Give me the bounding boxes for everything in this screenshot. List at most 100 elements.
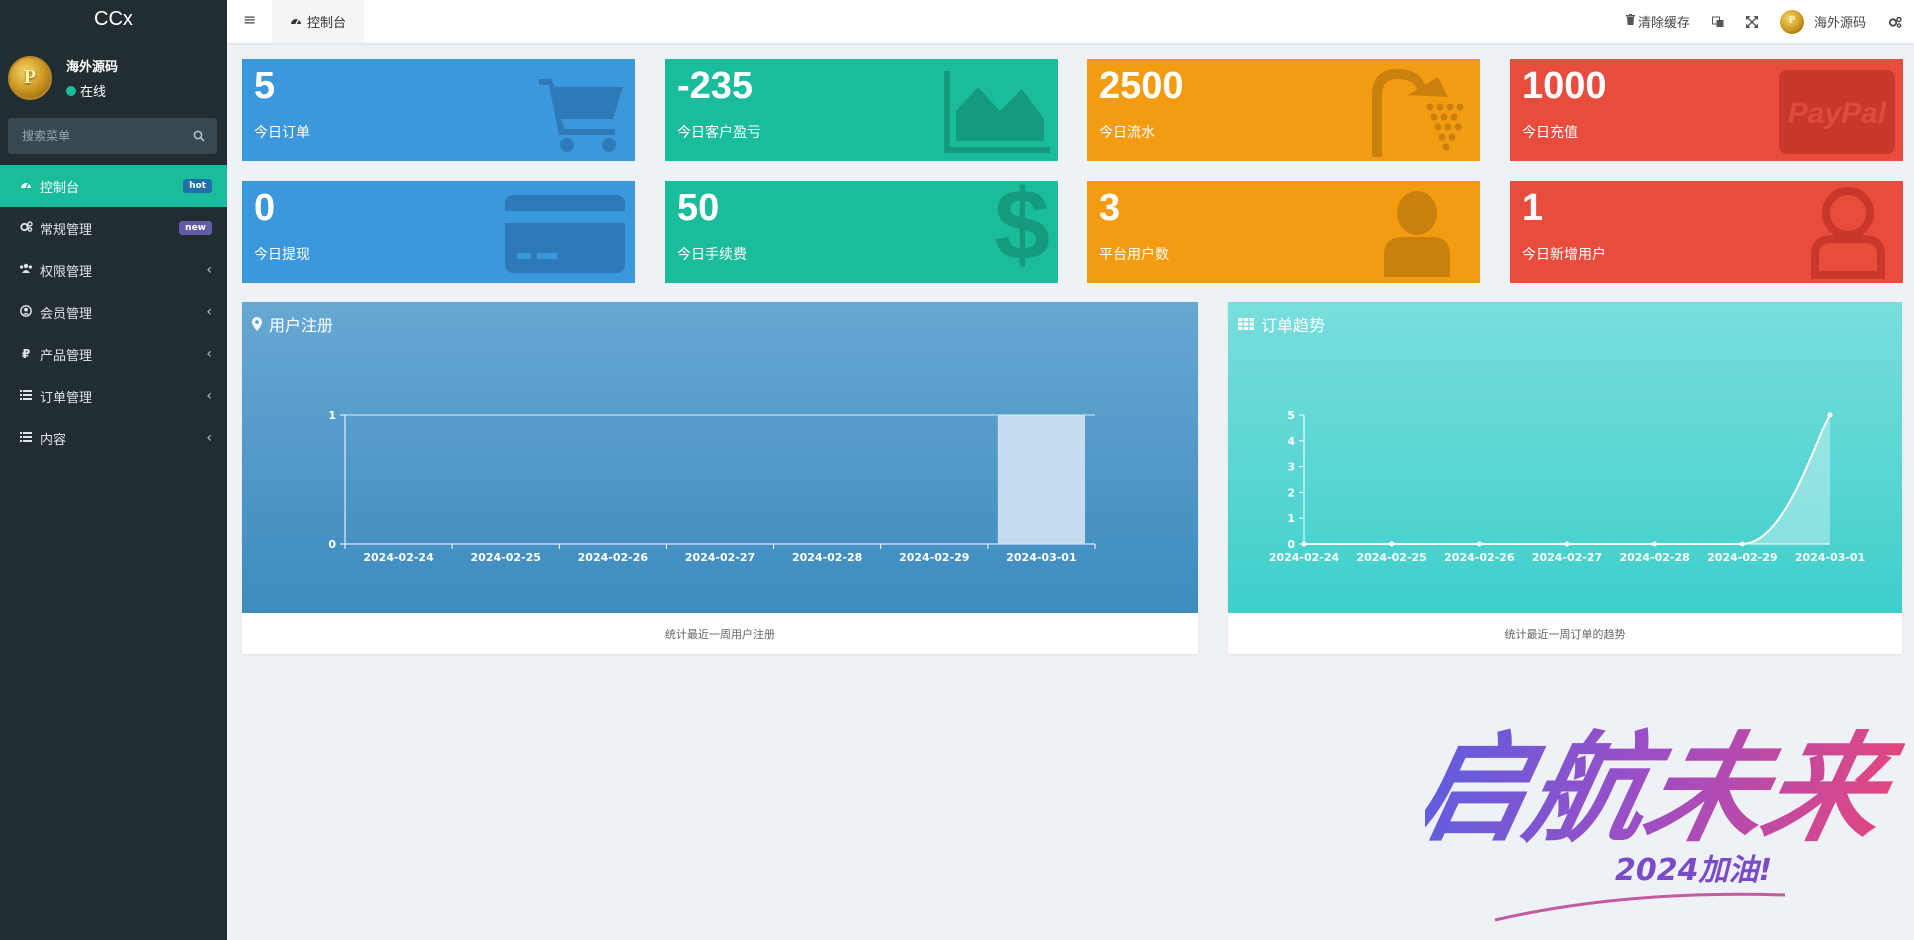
fullscreen-icon <box>1745 15 1758 28</box>
shopping-cart-icon <box>539 79 623 152</box>
x-tick-label: 2024-02-29 <box>899 551 969 564</box>
menu-search-input[interactable] <box>20 128 174 144</box>
stat-box-orders: 5 今日订单 <box>242 59 635 161</box>
stat-value: 3 <box>1099 187 1121 229</box>
stat-value: -235 <box>677 65 754 107</box>
chevron-left-icon: ‹ <box>206 262 212 278</box>
y-tick-label: 4 <box>1287 435 1295 448</box>
credit-card-icon <box>505 195 625 273</box>
list-icon <box>18 389 34 403</box>
y-tick-label: 1 <box>1287 512 1295 525</box>
x-tick-label: 2024-02-29 <box>1707 551 1777 564</box>
x-tick-label: 2024-02-24 <box>363 551 434 564</box>
settings-button[interactable] <box>1888 16 1902 28</box>
watermark-subtext: 2024加油! <box>1615 853 1772 888</box>
clear-cache-button[interactable]: 清除缓存 <box>1625 12 1690 31</box>
chevron-left-icon: ‹ <box>206 388 212 404</box>
stat-label: 今日订单 <box>254 125 310 141</box>
sidebar-item-products[interactable]: ₽ 产品管理 ‹ <box>0 333 227 375</box>
trash-icon <box>1625 14 1635 29</box>
hot-badge: hot <box>183 179 212 193</box>
stat-box-recharge: 1000 今日充值 PayPal <box>1510 59 1903 161</box>
avatar: P <box>1779 9 1804 34</box>
x-tick-label: 2024-02-26 <box>1444 551 1515 564</box>
data-point <box>1389 541 1395 547</box>
ruble-icon: ₽ <box>21 347 31 361</box>
panel-order-trend: 0 1 2 3 4 5 2024-02-24 2024-02-25 2024-02-26 2024… <box>1228 302 1902 654</box>
x-tick-label: 2024-02-27 <box>1532 551 1602 564</box>
stat-value: 1000 <box>1522 65 1607 107</box>
y-tick-label: 5 <box>1287 409 1295 422</box>
area-chart: 0 1 2 3 4 5 2024-02-24 2024-02-25 2024-02-26 2024… <box>1269 409 1865 564</box>
sidebar-item-permission[interactable]: 权限管理 ‹ <box>0 249 227 291</box>
y-tick-label: 2 <box>1287 486 1295 499</box>
y-tick-label: 0 <box>328 538 336 551</box>
chevron-left-icon: ‹ <box>206 430 212 446</box>
panel-user-register: 0 1 2024-02-24 2024-02-25 2024-02-26 2024-02-… <box>242 302 1198 654</box>
language-button[interactable] <box>1711 16 1724 28</box>
dashboard-icon <box>18 179 34 193</box>
stat-label: 今日充值 <box>1522 125 1578 141</box>
language-icon <box>1711 16 1724 27</box>
bar-chart: 0 1 2024-02-24 2024-02-25 2024-02-26 2024-02-… <box>328 409 1096 564</box>
area-chart-icon <box>944 71 1050 153</box>
tab-dashboard[interactable]: 控制台 <box>272 0 365 43</box>
x-tick-label: 2024-02-24 <box>1269 551 1340 564</box>
stat-label: 今日提现 <box>254 247 310 263</box>
x-tick-label: 2024-02-28 <box>1619 551 1689 564</box>
cogs-icon <box>1888 16 1902 28</box>
series-line <box>1303 414 1831 545</box>
chevron-left-icon: ‹ <box>206 304 212 320</box>
chevron-left-icon: ‹ <box>206 346 212 362</box>
group-icon <box>18 263 34 277</box>
data-point <box>1827 412 1833 418</box>
x-tick-label: 2024-02-25 <box>1356 551 1426 564</box>
series-area <box>1304 415 1830 544</box>
stat-label: 平台用户数 <box>1099 247 1169 263</box>
data-point <box>1564 541 1570 547</box>
x-tick-label: 2024-02-28 <box>792 551 862 564</box>
menu-search <box>8 118 217 154</box>
data-point <box>1739 541 1745 547</box>
dashboard-icon <box>290 15 302 29</box>
sidebar-menu: 控制台 hot 常规管理 new 权限管理 ‹ 会员管理 ‹ ₽ 产品管理 <box>0 165 227 459</box>
stat-box-profit: -235 今日客户盈亏 <box>665 59 1058 161</box>
user-status: 在线 <box>66 81 118 100</box>
stat-box-fee: 50 今日手续费 $ <box>665 181 1058 283</box>
menu-toggle-icon[interactable]: ≡ <box>243 10 257 29</box>
panel-title: 用户注册 <box>252 312 333 336</box>
panel-footer: 统计最近一周订单的趋势 <box>1504 627 1626 641</box>
stat-box-new-users: 1 今日新增用户 <box>1510 181 1903 283</box>
sidebar-item-content[interactable]: 内容 ‹ <box>0 417 227 459</box>
bar <box>997 415 1085 544</box>
watermark-slogan: 启航未来 2024加油! <box>1425 720 1905 922</box>
sidebar-item-dashboard[interactable]: 控制台 hot <box>0 165 227 207</box>
x-tick-label: 2024-03-01 <box>1795 551 1865 564</box>
stat-box-turnover: 2500 今日流水 <box>1087 59 1480 161</box>
topbar-actions: 清除缓存 P 海外源码 <box>1604 0 1902 43</box>
panel-footer: 统计最近一周用户注册 <box>665 627 775 641</box>
list-icon <box>18 431 34 445</box>
sidebar-item-members[interactable]: 会员管理 ‹ <box>0 291 227 333</box>
search-icon[interactable] <box>193 130 205 142</box>
fullscreen-button[interactable] <box>1745 15 1758 28</box>
stat-box-withdraw: 0 今日提现 <box>242 181 635 283</box>
user-outline-icon <box>1811 187 1885 279</box>
stat-value: 0 <box>254 187 276 229</box>
y-tick-label: 1 <box>328 409 336 422</box>
x-tick-label: 2024-03-01 <box>1006 551 1076 564</box>
brand-logo[interactable]: CCx <box>0 0 227 38</box>
stat-value: 5 <box>254 65 276 107</box>
user-menu[interactable]: P 海外源码 <box>1779 9 1866 34</box>
topbar: ≡ 控制台 清除缓存 P 海外源码 <box>227 0 1914 43</box>
stat-label: 今日流水 <box>1099 125 1155 141</box>
data-point <box>1301 541 1307 547</box>
stat-label: 今日客户盈亏 <box>677 125 761 141</box>
sidebar-item-general[interactable]: 常规管理 new <box>0 207 227 249</box>
dollar-icon: $ <box>994 181 1050 281</box>
sidebar-item-orders[interactable]: 订单管理 ‹ <box>0 375 227 417</box>
stat-value: 2500 <box>1099 65 1184 107</box>
stat-value: 1 <box>1522 187 1544 229</box>
stat-box-users: 3 平台用户数 <box>1087 181 1480 283</box>
shower-icon <box>1372 69 1464 157</box>
